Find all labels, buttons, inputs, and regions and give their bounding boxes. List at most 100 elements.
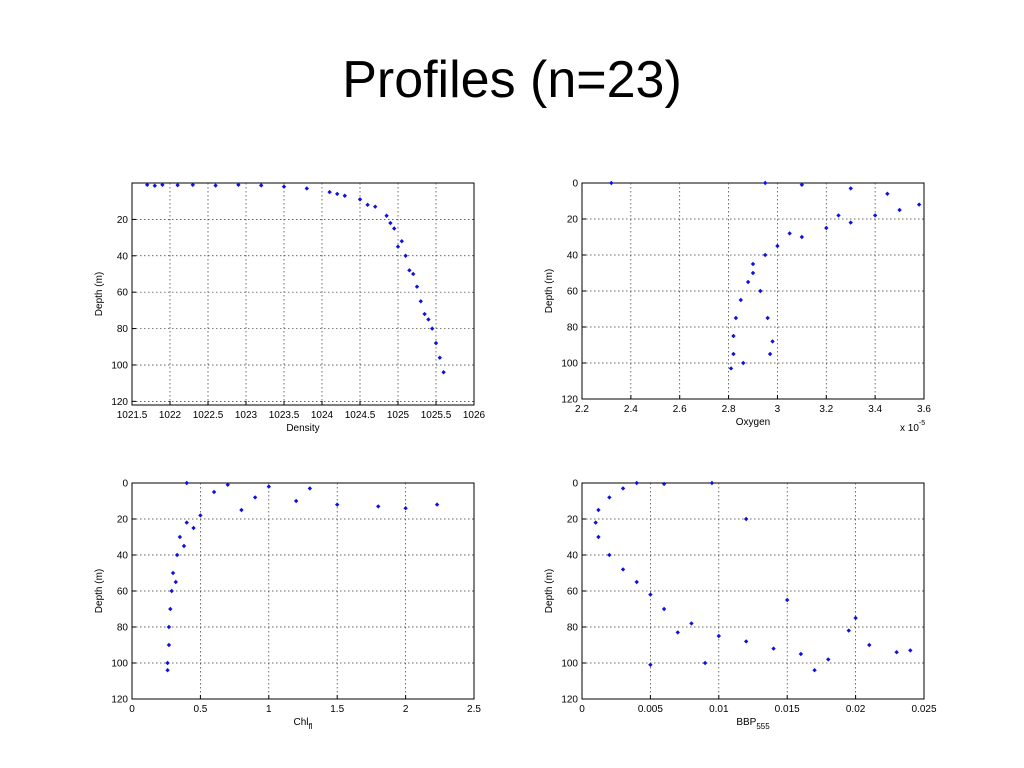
- data-point: [867, 642, 872, 648]
- data-point: [422, 311, 427, 317]
- backscatter-chart-svg: 0 0.005 0.01 0.015 0.02 0.025 0 20 40 60 80 100 120 B…: [544, 479, 937, 732]
- y-tick-label: 20: [117, 215, 129, 226]
- data-point: [191, 525, 196, 531]
- x-tick-label: 0.02: [846, 704, 866, 715]
- x-axis-label-subscript: 555: [756, 722, 770, 731]
- chlorophyll-profile-chart: 0 0.5 1 1.5 2 2.5 0 20 40 60 80 100 120 Chlfl Depth (m…: [90, 465, 500, 750]
- y-tick-label: 40: [117, 251, 129, 262]
- data-point: [846, 628, 851, 633]
- data-point: [165, 660, 170, 666]
- y-axis-label: Depth (m): [94, 272, 105, 316]
- x-tick-label: 3.6: [917, 404, 931, 415]
- data-point: [411, 271, 416, 277]
- data-point: [731, 351, 736, 357]
- data-point: [750, 261, 756, 267]
- y-tick-label: 40: [567, 251, 579, 262]
- data-point: [175, 182, 180, 188]
- y-tick-label: 60: [567, 287, 579, 298]
- x-axis-label: BBP555: [736, 717, 770, 731]
- x-tick-label: 0.015: [775, 704, 800, 715]
- x-tick-label: 0: [129, 704, 135, 715]
- data-point: [607, 552, 612, 558]
- data-point: [145, 182, 150, 188]
- x-axis-label: Oxygen: [736, 417, 770, 428]
- x-tick-label: 2: [403, 704, 409, 715]
- data-point: [731, 333, 736, 339]
- data-point: [211, 489, 217, 495]
- density-chart-svg: 1021.5 1022 1022.5 1023 1023.5 1024 1024.5 1025…: [94, 182, 486, 434]
- y-tick-label: 80: [567, 623, 579, 634]
- data-point: [743, 516, 749, 522]
- backscatter-profile-chart: 0 0.005 0.01 0.015 0.02 0.025 0 20 40 60 80 100 120 B…: [540, 465, 950, 750]
- data-point: [403, 253, 408, 258]
- y-tick-label: 120: [561, 395, 578, 406]
- y-tick-label: 100: [111, 659, 128, 670]
- data-point: [170, 570, 176, 576]
- data-point: [181, 543, 187, 549]
- data-point: [304, 186, 309, 191]
- oxygen-chart-svg: 2.2 2.4 2.6 2.8 3 3.2 3.4 3.6 0 20 40 60 80 100 120 Oxy…: [544, 179, 931, 435]
- y-axis-label: Depth (m): [544, 269, 555, 313]
- data-point: [259, 183, 264, 188]
- y-axis-label: Depth (m): [94, 569, 105, 613]
- data-point: [357, 197, 363, 202]
- data-point: [430, 326, 435, 331]
- data-point: [395, 244, 401, 249]
- x-tick-label: 1023: [235, 410, 258, 421]
- data-point: [169, 588, 174, 594]
- data-point: [728, 366, 734, 371]
- data-point: [403, 506, 408, 511]
- x-tick-label: 1.5: [330, 704, 344, 715]
- data-point: [152, 183, 157, 188]
- slide-title: Profiles (n=23): [342, 51, 682, 109]
- y-tick-label: 20: [117, 515, 129, 526]
- x-tick-label: 3: [775, 404, 781, 415]
- x-tick-label: 1025.5: [421, 410, 452, 421]
- data-point: [741, 360, 746, 366]
- data-point: [281, 184, 287, 189]
- data-point: [190, 182, 195, 188]
- x-axis-label-subscript: fl: [309, 722, 313, 731]
- x-tick-label: 0.01: [709, 704, 729, 715]
- data-point: [252, 495, 258, 500]
- data-point: [441, 370, 446, 375]
- x-tick-label: 1026: [463, 410, 486, 421]
- plot-area: [581, 182, 925, 400]
- data-point: [785, 597, 790, 603]
- plot-area: [131, 182, 475, 406]
- x-tick-label: 2.2: [575, 404, 589, 415]
- data-point: [675, 630, 680, 635]
- data-point: [596, 507, 601, 513]
- data-point: [426, 317, 431, 322]
- y-tick-label: 0: [122, 479, 128, 490]
- x-tick-label: 1021.5: [117, 410, 148, 421]
- data-point: [750, 270, 756, 276]
- x-axis-label: Density: [286, 423, 319, 434]
- x-tick-label: 0: [579, 704, 585, 715]
- x-tick-label: 1: [266, 704, 272, 715]
- data-point: [634, 579, 639, 585]
- data-point: [407, 268, 412, 273]
- y-tick-label: 20: [567, 515, 579, 526]
- data-point: [414, 284, 420, 289]
- x-scale-exponent: -5: [919, 420, 925, 427]
- y-axis-label: Depth (m): [544, 569, 555, 613]
- grid: [132, 183, 474, 405]
- data-point: [702, 660, 708, 666]
- grid: [582, 483, 924, 699]
- y-tick-label: 80: [117, 324, 129, 335]
- y-tick-label: 120: [111, 397, 128, 408]
- x-tick-label: 1022: [159, 410, 182, 421]
- data-point: [848, 186, 853, 191]
- x-axis-label: Chlfl: [293, 717, 312, 731]
- y-tick-label: 100: [561, 359, 578, 370]
- data-point: [853, 615, 858, 621]
- data-point: [239, 507, 244, 513]
- data-point: [365, 202, 370, 208]
- y-tick-label: 100: [561, 659, 578, 670]
- data-point: [174, 552, 180, 558]
- y-tick-label: 80: [117, 623, 129, 634]
- chlorophyll-chart-svg: 0 0.5 1 1.5 2 2.5 0 20 40 60 80 100 120 Chlfl Depth (m…: [94, 479, 481, 732]
- data-point: [166, 624, 172, 630]
- data-point: [266, 484, 271, 489]
